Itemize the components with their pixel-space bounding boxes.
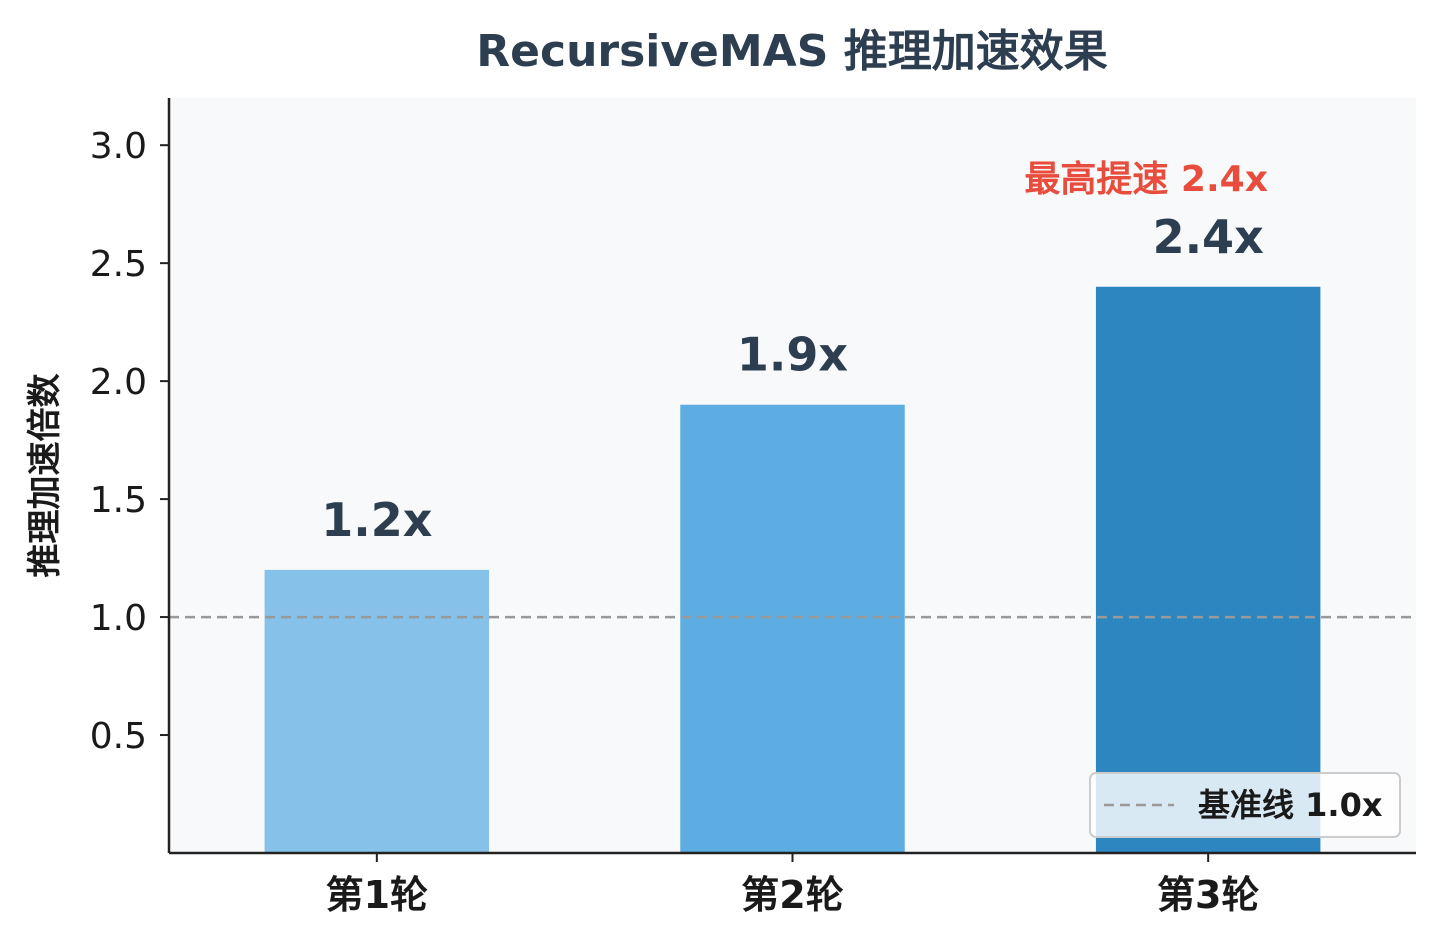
value-label-1: 1.2x [321,493,432,547]
y-axis-label: 推理加速倍数 [25,374,65,578]
category-label-3: 第3轮 [1157,873,1259,917]
bars-group [264,286,1321,853]
bar-1 [264,569,490,853]
max-speedup-annotation: 最高提速 2.4x [1024,159,1268,200]
value-labels-group: 1.2x 1.9x 2.4x [321,210,1264,547]
axes-group: 第1轮 第2轮 第3轮 0.5 1.0 1.5 2.0 2.5 3.0 [90,98,1416,917]
y-tick-label-2: 1.0 [90,598,147,639]
y-tick-label-6: 3.0 [90,126,147,167]
category-label-1: 第1轮 [326,873,428,917]
legend-baseline-label: 基准线 1.0x [1198,786,1383,824]
bar-2 [680,404,905,853]
y-tick-label-1: 0.5 [90,716,147,757]
bar-3 [1095,286,1321,853]
y-tick-label-4: 2.0 [90,362,147,403]
chart-title: RecursiveMAS 推理加速效果 [476,26,1107,77]
legend: 基准线 1.0x [1089,772,1401,838]
legend-box [1089,772,1401,838]
y-tick-label-3: 1.5 [90,480,147,521]
category-label-2: 第2轮 [741,873,843,917]
value-label-2: 1.9x [737,328,848,382]
y-tick-label-5: 2.5 [90,244,147,285]
value-label-3: 2.4x [1153,210,1264,264]
